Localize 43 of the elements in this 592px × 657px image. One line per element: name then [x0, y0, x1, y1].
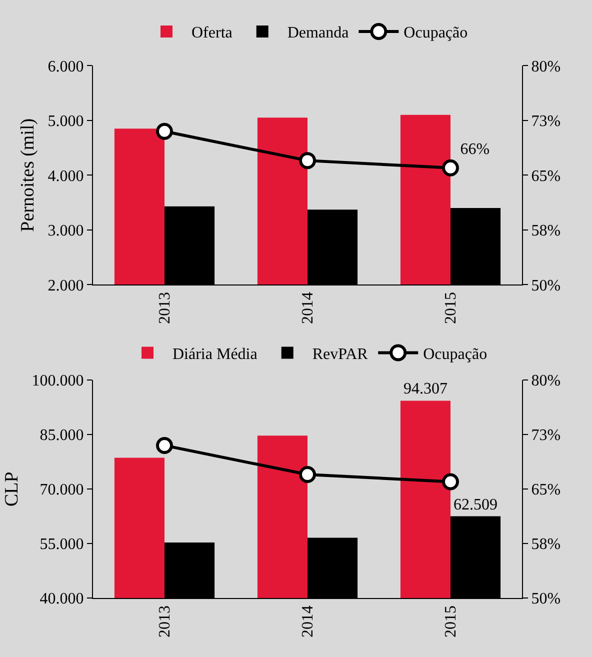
data-label: 62.509 — [454, 496, 498, 514]
y-tick-label: 85.000 — [40, 427, 84, 444]
point — [442, 159, 459, 176]
legend-label: Diária Média — [172, 346, 258, 363]
y-tick-label: 5.000 — [48, 113, 84, 130]
y2-tick-label: 65% — [531, 168, 561, 185]
point — [442, 473, 459, 490]
y2-tick-label: 80% — [531, 372, 561, 390]
y2-tick-label: 58% — [531, 536, 561, 554]
y-tick-label: 70.000 — [40, 482, 84, 499]
y2-tick-label: 73% — [531, 113, 561, 130]
point — [156, 436, 173, 454]
point — [156, 122, 173, 140]
y2-tick-label: 50% — [531, 590, 561, 608]
point — [299, 152, 316, 170]
y2-tick-label: 80% — [531, 58, 561, 76]
x-tick-label: 2013 — [156, 605, 174, 638]
y2-tick-label: 50% — [531, 277, 561, 294]
y-tick-label: 40.000 — [40, 590, 84, 608]
y-tick-label: 3.000 — [48, 222, 84, 240]
y-axis-title: CLP — [2, 472, 23, 506]
x-tick-label: 2013 — [156, 292, 174, 324]
y2-tick-label: 58% — [531, 222, 561, 240]
y2-tick-label: 65% — [531, 482, 561, 499]
x-tick-label: 2014 — [300, 292, 317, 324]
y-tick-label: 55.000 — [40, 536, 84, 554]
x-tick-label: 2015 — [442, 605, 460, 638]
data-label: 94.307 — [403, 380, 448, 398]
legend-label: RevPAR — [312, 346, 368, 363]
legend-label: Demanda — [287, 24, 349, 42]
y-tick-label: 6.000 — [48, 58, 84, 76]
x-tick-label: 2014 — [300, 605, 317, 638]
y-tick-label: 4.000 — [48, 168, 84, 185]
y-axis-title: Pernoites (mil) — [18, 118, 39, 232]
point — [299, 466, 316, 484]
legend-label: Oferta — [192, 24, 232, 42]
y-tick-label: 2.000 — [48, 277, 84, 294]
legend-label: Ocupação — [404, 24, 468, 42]
legend-label: Ocupação — [423, 346, 488, 363]
y2-tick-label: 73% — [531, 427, 561, 444]
data-label: 66% — [460, 141, 490, 158]
y-tick-label: 100.000 — [32, 372, 84, 390]
x-tick-label: 2015 — [442, 292, 460, 324]
